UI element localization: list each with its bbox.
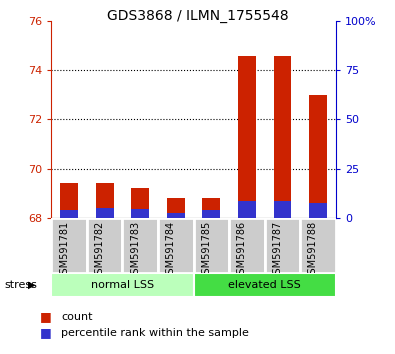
- Bar: [60, 183, 78, 218]
- Bar: [194, 273, 336, 297]
- Text: percentile rank within the sample: percentile rank within the sample: [61, 328, 249, 338]
- Bar: [309, 95, 327, 218]
- Text: stress: stress: [4, 280, 37, 290]
- Text: ■: ■: [40, 326, 51, 339]
- Text: GSM591784: GSM591784: [166, 221, 176, 280]
- Bar: [96, 183, 114, 218]
- Bar: [131, 209, 149, 218]
- Text: GSM591787: GSM591787: [273, 221, 282, 280]
- Text: GDS3868 / ILMN_1755548: GDS3868 / ILMN_1755548: [107, 9, 288, 23]
- Bar: [274, 200, 292, 218]
- Bar: [167, 198, 184, 218]
- Bar: [202, 198, 220, 218]
- Bar: [300, 218, 336, 273]
- Text: count: count: [61, 312, 93, 322]
- Bar: [194, 218, 229, 273]
- Bar: [51, 273, 194, 297]
- Bar: [158, 218, 194, 273]
- Bar: [96, 208, 114, 218]
- Bar: [131, 188, 149, 218]
- Text: GSM591783: GSM591783: [130, 221, 140, 280]
- Text: GSM591786: GSM591786: [237, 221, 247, 280]
- Bar: [60, 210, 78, 218]
- Text: GSM591785: GSM591785: [201, 221, 211, 280]
- Bar: [122, 218, 158, 273]
- Bar: [238, 56, 256, 218]
- Text: ▶: ▶: [28, 280, 36, 290]
- Bar: [238, 200, 256, 218]
- Bar: [274, 56, 292, 218]
- Bar: [167, 213, 184, 218]
- Text: GSM591781: GSM591781: [59, 221, 69, 280]
- Bar: [202, 210, 220, 218]
- Bar: [87, 218, 122, 273]
- Text: GSM591788: GSM591788: [308, 221, 318, 280]
- Bar: [51, 218, 87, 273]
- Text: normal LSS: normal LSS: [91, 280, 154, 290]
- Bar: [229, 218, 265, 273]
- Text: elevated LSS: elevated LSS: [228, 280, 301, 290]
- Bar: [265, 218, 300, 273]
- Bar: [309, 203, 327, 218]
- Text: GSM591782: GSM591782: [95, 221, 105, 280]
- Text: ■: ■: [40, 310, 51, 323]
